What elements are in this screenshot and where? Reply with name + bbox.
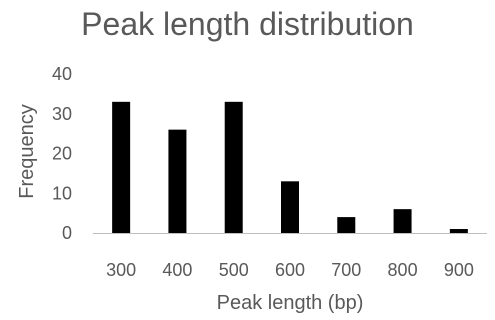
bar-600 <box>281 181 299 233</box>
bar-800 <box>393 209 412 233</box>
chart-title: Peak length distribution <box>81 6 414 42</box>
x-axis-title: Peak length (bp) <box>217 292 364 314</box>
y-tick-label: 0 <box>62 223 72 243</box>
x-tick-label: 600 <box>275 260 305 280</box>
y-axis-title: Frequency <box>16 104 38 199</box>
x-axis-tick-labels: 300 400 500 600 700 800 900 <box>106 260 474 280</box>
y-axis-tick-labels: 0 10 20 30 40 <box>52 64 72 243</box>
bar-900 <box>449 229 468 233</box>
y-tick-label: 10 <box>52 183 72 203</box>
x-tick-label: 300 <box>106 260 136 280</box>
x-tick-label: 400 <box>162 260 192 280</box>
y-tick-label: 40 <box>52 64 72 84</box>
bar-400 <box>168 129 187 233</box>
y-tick-label: 30 <box>52 104 72 124</box>
bar-300 <box>112 101 131 233</box>
x-tick-label: 800 <box>388 260 418 280</box>
x-tick-label: 700 <box>331 260 361 280</box>
x-tick-label: 500 <box>219 260 249 280</box>
y-tick-label: 20 <box>52 144 72 164</box>
x-tick-label: 900 <box>444 260 474 280</box>
bar-700 <box>337 217 356 233</box>
bars <box>112 101 468 233</box>
bar-500 <box>224 101 243 233</box>
